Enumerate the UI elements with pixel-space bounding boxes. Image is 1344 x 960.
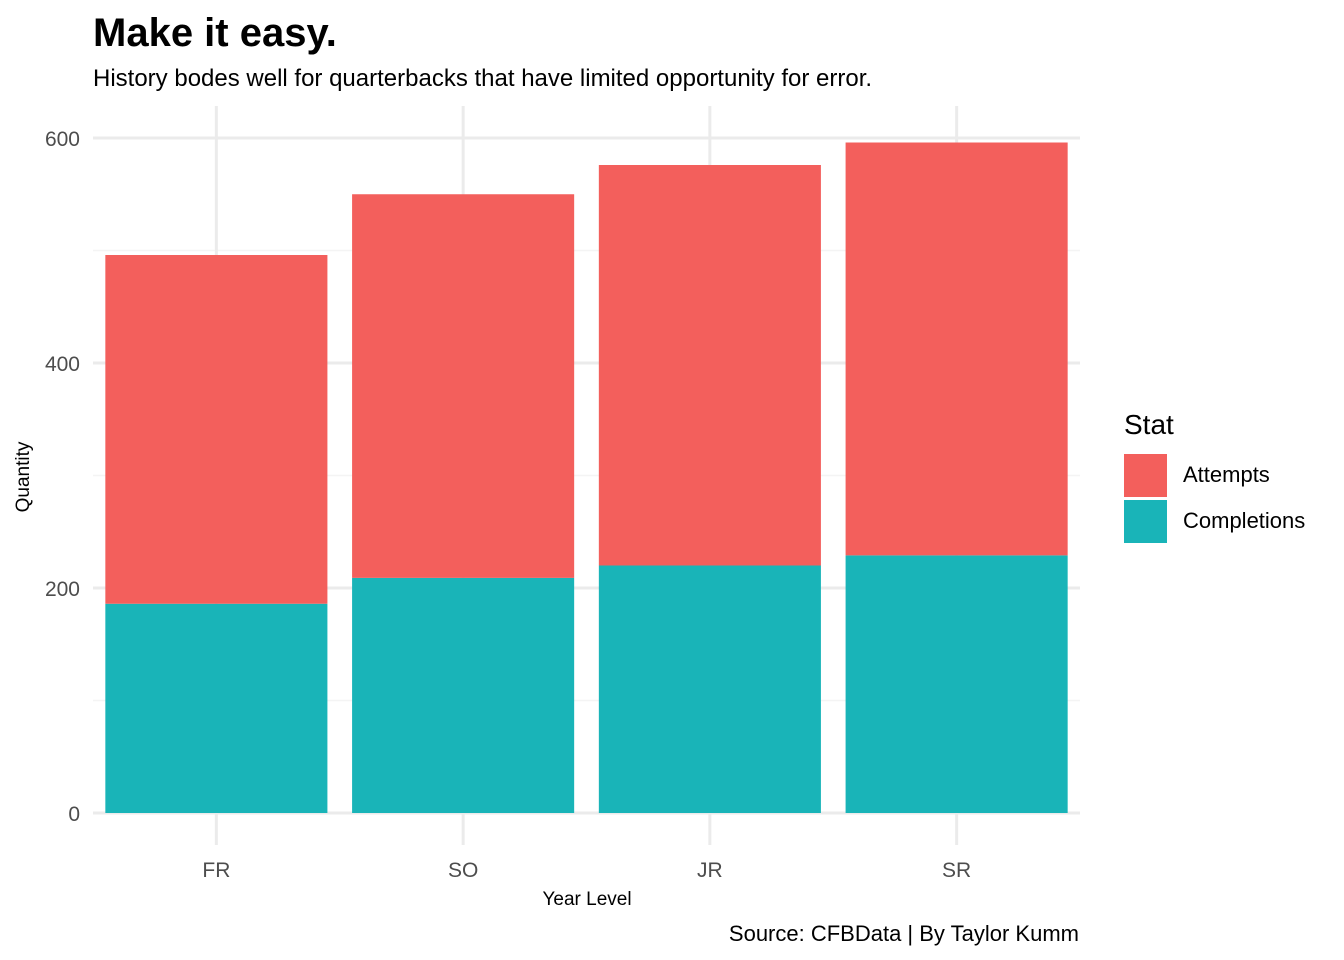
y-tick-label: 0 (68, 803, 80, 826)
bar-completions-jr (598, 565, 821, 813)
legend-title: Stat (1124, 409, 1174, 440)
bar-attempts-jr (598, 165, 821, 566)
legend-label-completions: Completions (1183, 508, 1306, 533)
bar-attempts-so (352, 194, 575, 578)
y-tick-label: 400 (45, 353, 80, 376)
bar-attempts-sr (845, 142, 1068, 556)
y-axis-title: Quantity (13, 441, 34, 512)
bar-attempts-fr (105, 255, 328, 604)
bars (105, 142, 1068, 813)
x-tick-label-fr: FR (202, 859, 230, 882)
legend-label-attempts: Attempts (1183, 462, 1270, 487)
y-tick-label: 600 (45, 128, 80, 151)
x-tick-label-jr: JR (697, 859, 723, 882)
x-tick-label-sr: SR (942, 859, 971, 882)
x-tick-label-so: SO (448, 859, 478, 882)
legend-item-completions: Completions (1124, 498, 1305, 544)
legend-swatch-completions (1124, 499, 1167, 543)
source-caption: Source: CFBData | By Taylor Kumm (728, 921, 1079, 946)
x-axis-title: Year Level (542, 889, 631, 910)
legend-swatch-attempts (1124, 453, 1167, 497)
chart-title: Make it easy. (93, 11, 337, 55)
legend-item-attempts: Attempts (1124, 452, 1305, 498)
legend: Stat Attempts Completions (1124, 408, 1305, 544)
bar-completions-sr (845, 555, 1068, 813)
axis-labels: 0 200 400 600 FR SO JR SR (45, 128, 971, 882)
y-tick-label: 200 (45, 578, 80, 601)
bar-completions-so (352, 577, 575, 813)
chart-subtitle: History bodes well for quarterbacks that… (93, 65, 873, 92)
bar-completions-fr (105, 603, 328, 813)
